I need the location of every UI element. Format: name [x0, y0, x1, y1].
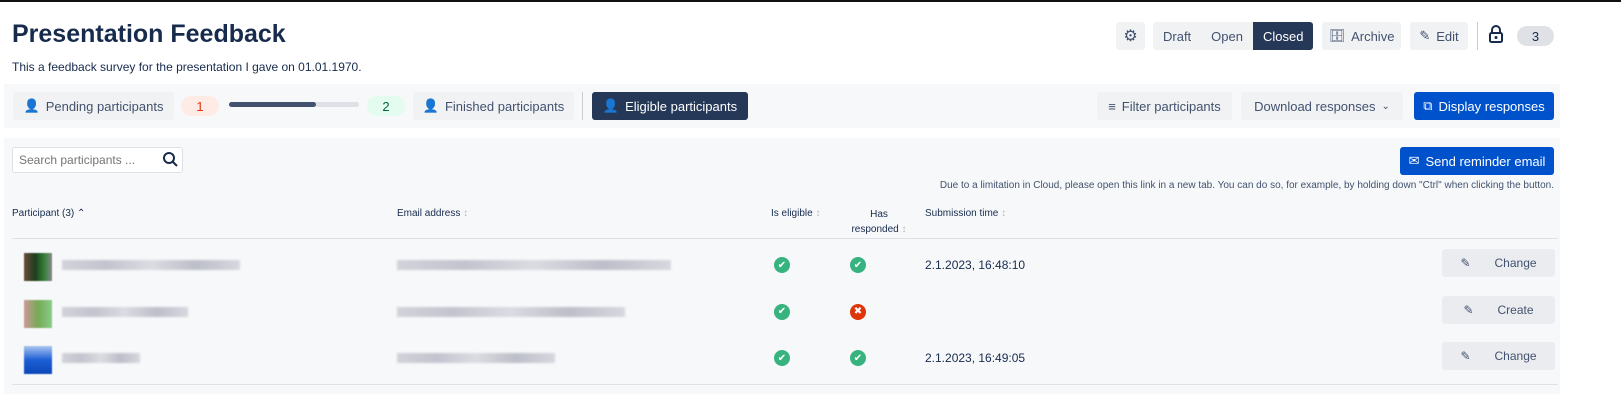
- table-row: ✔ ✖ ✎ Create: [12, 288, 1558, 334]
- create-response-button[interactable]: ✎ Create: [1442, 295, 1555, 324]
- email-redacted: [397, 353, 555, 363]
- finished-participants-button[interactable]: 👤 Finished participants: [413, 92, 574, 120]
- col-eligible[interactable]: Is eligible ↕: [771, 208, 821, 219]
- responded-check-icon: ✔: [850, 257, 866, 273]
- eligible-check-icon: ✔: [774, 350, 790, 366]
- filter-label: Filter participants: [1121, 98, 1221, 114]
- reminder-label: Send reminder email: [1425, 153, 1546, 169]
- search-icon[interactable]: [162, 151, 178, 167]
- change-response-button[interactable]: ✎ Change: [1442, 342, 1555, 370]
- display-label: Display responses: [1438, 98, 1545, 114]
- col-time[interactable]: Submission time ↕: [925, 208, 1007, 219]
- table-row: ✔ ✔ 2.1.2023, 16:48:10 ✎ Change: [12, 241, 1558, 287]
- search-input[interactable]: [13, 148, 148, 172]
- settings-button[interactable]: ⚙: [1116, 22, 1145, 50]
- user-x-icon: 👤: [23, 98, 40, 113]
- participant-name-redacted: [62, 353, 140, 363]
- submission-time: 2.1.2023, 16:49:05: [925, 351, 1026, 365]
- responded-check-icon: ✔: [850, 350, 866, 366]
- lock-icon[interactable]: [1489, 25, 1503, 43]
- filter-participants-button[interactable]: ≡ Filter participants: [1097, 92, 1232, 120]
- header-divider: [12, 238, 1558, 239]
- divider: [1477, 22, 1478, 50]
- progress-bar: [229, 102, 359, 107]
- send-reminder-button[interactable]: ✉ Send reminder email: [1400, 147, 1554, 175]
- user-check-icon: 👤: [422, 98, 439, 113]
- cloud-note: Due to a limitation in Cloud, please ope…: [939, 180, 1554, 191]
- finished-count: 2: [367, 96, 405, 116]
- change-response-button[interactable]: ✎ Change: [1442, 249, 1555, 277]
- pencil-icon: ✎: [1419, 28, 1431, 43]
- pending-label: Pending participants: [45, 98, 164, 114]
- email-redacted: [397, 306, 625, 317]
- col-responded[interactable]: Has responded ↕: [851, 209, 907, 235]
- mail-icon: ✉: [1408, 153, 1420, 168]
- chevron-down-icon: ⌄: [1381, 100, 1390, 112]
- display-responses-button[interactable]: ⧉ Display responses: [1414, 92, 1554, 120]
- progress-fill: [229, 102, 317, 107]
- table-row: ✔ ✔ 2.1.2023, 16:49:05 ✎ Change: [12, 334, 1558, 380]
- avatar: [24, 299, 52, 328]
- not-responded-x-icon: ✖: [850, 303, 866, 320]
- participant-name-redacted: [62, 306, 188, 317]
- search-box[interactable]: [12, 147, 183, 173]
- archive-label: Archive: [1351, 28, 1395, 44]
- col-email[interactable]: Email address ↕: [397, 208, 469, 219]
- download-label: Download responses: [1254, 98, 1376, 114]
- eligible-check-icon: ✔: [774, 303, 790, 320]
- pencil-icon: ✎: [1460, 349, 1471, 363]
- avatar: [24, 346, 52, 374]
- email-redacted: [397, 260, 671, 270]
- status-toggle[interactable]: Draft Open Closed: [1153, 22, 1314, 50]
- status-open[interactable]: Open: [1211, 28, 1243, 44]
- pencil-icon: ✎: [1460, 256, 1471, 270]
- eligible-label: Eligible participants: [625, 98, 738, 114]
- archive-icon: 🗄: [1328, 28, 1346, 43]
- eligible-check-icon: ✔: [774, 257, 790, 273]
- download-responses-dropdown[interactable]: Download responses ⌄: [1241, 92, 1403, 120]
- filter-icon: ≡: [1108, 98, 1116, 114]
- participant-name-redacted: [62, 260, 240, 270]
- count-badge: 3: [1517, 26, 1554, 46]
- user-icon: 👤: [602, 98, 620, 113]
- status-draft[interactable]: Draft: [1163, 28, 1192, 44]
- finished-label: Finished participants: [444, 98, 565, 114]
- page-title: Presentation Feedback: [12, 20, 286, 48]
- col-participant[interactable]: Participant (3) ⌃: [12, 208, 86, 219]
- pending-count: 1: [181, 96, 219, 116]
- pending-participants-button[interactable]: 👤 Pending participants: [13, 92, 174, 120]
- copy-icon: ⧉: [1423, 98, 1433, 113]
- table-bottom: [12, 384, 1558, 385]
- edit-label: Edit: [1436, 28, 1459, 44]
- page-description: This a feedback survey for the presentat…: [12, 60, 362, 74]
- status-closed[interactable]: Closed: [1252, 22, 1314, 50]
- archive-button[interactable]: 🗄 Archive: [1322, 22, 1401, 50]
- divider: [582, 92, 583, 120]
- edit-button[interactable]: ✎ Edit: [1410, 22, 1468, 50]
- avatar: [24, 253, 52, 281]
- eligible-participants-button[interactable]: 👤 Eligible participants: [592, 92, 748, 120]
- gear-icon: ⚙: [1123, 28, 1138, 45]
- submission-time: 2.1.2023, 16:48:10: [925, 258, 1026, 272]
- pencil-icon: ✎: [1463, 302, 1474, 317]
- top-border: [0, 0, 1621, 2]
